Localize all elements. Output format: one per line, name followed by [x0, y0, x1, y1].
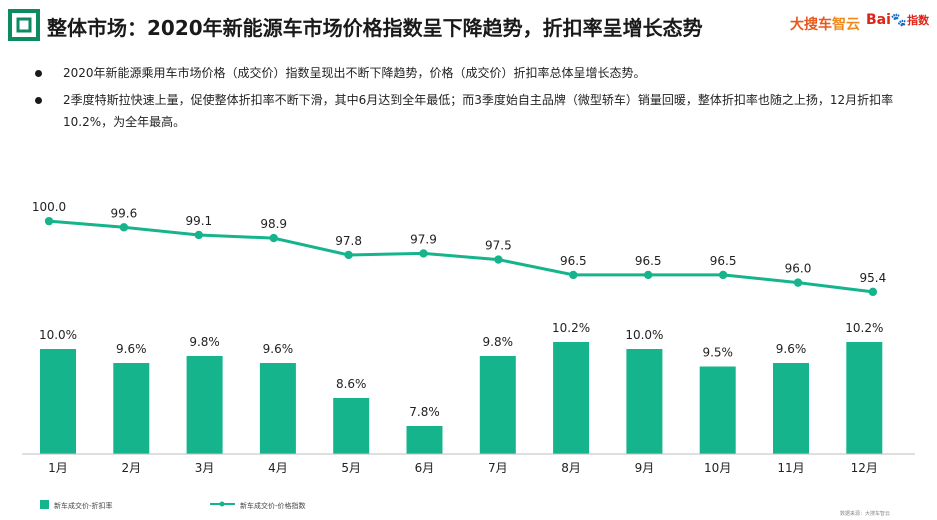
x-tick-12: 12月: [851, 461, 878, 475]
line-point-12: [868, 287, 878, 297]
bar-label-7: 9.8%: [483, 335, 514, 349]
line-point-5: [344, 250, 353, 260]
summary-bullets: 2020年新能源乘用车市场价格（成交价）指数呈现出不断下降趋势，价格（成交价）折…: [33, 62, 913, 138]
line-point-1: [44, 216, 54, 226]
x-tick-7: 7月: [488, 461, 508, 475]
x-tick-6: 6月: [415, 461, 435, 475]
baidu-index-logo: Bai🐾指数: [866, 12, 929, 28]
line-label-6: 97.9: [410, 232, 437, 246]
title-bar: 整体市场：2020年新能源车市场价格指数呈下降趋势，折扣率呈增长态势 大搜车智云…: [0, 0, 937, 54]
line-label-9: 96.5: [635, 254, 662, 268]
bar-2: [113, 363, 150, 454]
line-label-5: 97.8: [335, 234, 362, 248]
line-label-1: 100.0: [32, 200, 66, 214]
line-point-3: [194, 230, 203, 240]
x-tick-4: 4月: [268, 461, 288, 475]
x-tick-3: 3月: [195, 461, 215, 475]
bar-3: [186, 356, 223, 454]
source-note: 数据来源：大搜车智云: [840, 511, 891, 517]
bar-10: [699, 366, 736, 454]
bar-label-6: 7.8%: [409, 405, 440, 419]
bar-label-1: 10.0%: [39, 328, 77, 342]
bar-6: [406, 426, 443, 454]
line-point-8: [569, 270, 578, 280]
dasouche-logo-text: 大搜车: [790, 17, 832, 33]
bar-1: [40, 349, 76, 454]
line-label-7: 97.5: [485, 239, 512, 253]
x-tick-1: 1月: [48, 461, 68, 475]
line-label-12: 95.4: [860, 271, 887, 285]
baidu-logo-zs: 指数: [907, 14, 930, 27]
x-tick-2: 2月: [121, 461, 141, 475]
line-point-10: [718, 270, 728, 280]
bar-label-8: 10.2%: [552, 321, 590, 335]
bar-8: [553, 342, 590, 454]
bar-label-5: 8.6%: [336, 377, 367, 391]
line-point-2: [119, 223, 129, 232]
page-title: 整体市场：2020年新能源车市场价格指数呈下降趋势，折扣率呈增长态势: [47, 16, 703, 40]
line-label-10: 96.5: [710, 254, 737, 268]
bar-label-12: 10.2%: [845, 321, 883, 335]
bar-label-2: 9.6%: [116, 342, 147, 356]
line-point-4: [269, 233, 278, 243]
x-tick-5: 5月: [341, 461, 361, 475]
x-tick-10: 10月: [704, 461, 731, 475]
legend-line-marker: [219, 501, 225, 507]
x-tick-8: 8月: [561, 461, 581, 475]
title-square-icon: [8, 9, 40, 41]
line-label-8: 96.5: [560, 254, 587, 268]
line-label-3: 99.1: [185, 214, 212, 228]
bar-12: [846, 342, 883, 454]
line-point-9: [644, 270, 653, 280]
x-tick-11: 11月: [777, 461, 804, 475]
price-index-line: [48, 219, 874, 294]
bar-label-9: 10.0%: [625, 328, 663, 342]
line-point-11: [793, 278, 803, 287]
bar-9: [626, 349, 663, 454]
bar-11: [773, 363, 809, 454]
line-label-4: 98.9: [260, 217, 287, 231]
bar-label-3: 9.8%: [189, 335, 220, 349]
legend-bar-label: 新车成交价-折扣率: [54, 501, 113, 510]
dasouche-logo-zy: 智云: [832, 17, 860, 33]
line-label-11: 96.0: [785, 262, 812, 276]
baidu-logo-text: Bai: [866, 12, 891, 28]
bar-5: [333, 398, 370, 454]
bar-7: [479, 356, 516, 454]
bar-label-11: 9.6%: [776, 342, 807, 356]
summary-bullet-1: 2020年新能源乘用车市场价格（成交价）指数呈现出不断下降趋势，价格（成交价）折…: [33, 62, 913, 84]
line-label-2: 99.6: [111, 206, 138, 220]
legend-line-label: 新车成交价-价格指数: [240, 501, 306, 510]
line-point-7: [494, 255, 503, 264]
bar-4: [259, 363, 296, 454]
legend-bar-swatch: [40, 500, 49, 509]
x-tick-9: 9月: [635, 461, 655, 475]
bar-label-4: 9.6%: [263, 342, 294, 356]
summary-bullet-2: 2季度特斯拉快速上量，促使整体折扣率不断下滑，其中6月达到全年最低；而3季度始自…: [33, 89, 913, 133]
line-point-6: [419, 249, 428, 258]
dasouche-logo: 大搜车智云: [790, 14, 860, 34]
bar-label-10: 9.5%: [702, 346, 733, 360]
baidu-paw-icon: 🐾: [890, 13, 908, 28]
